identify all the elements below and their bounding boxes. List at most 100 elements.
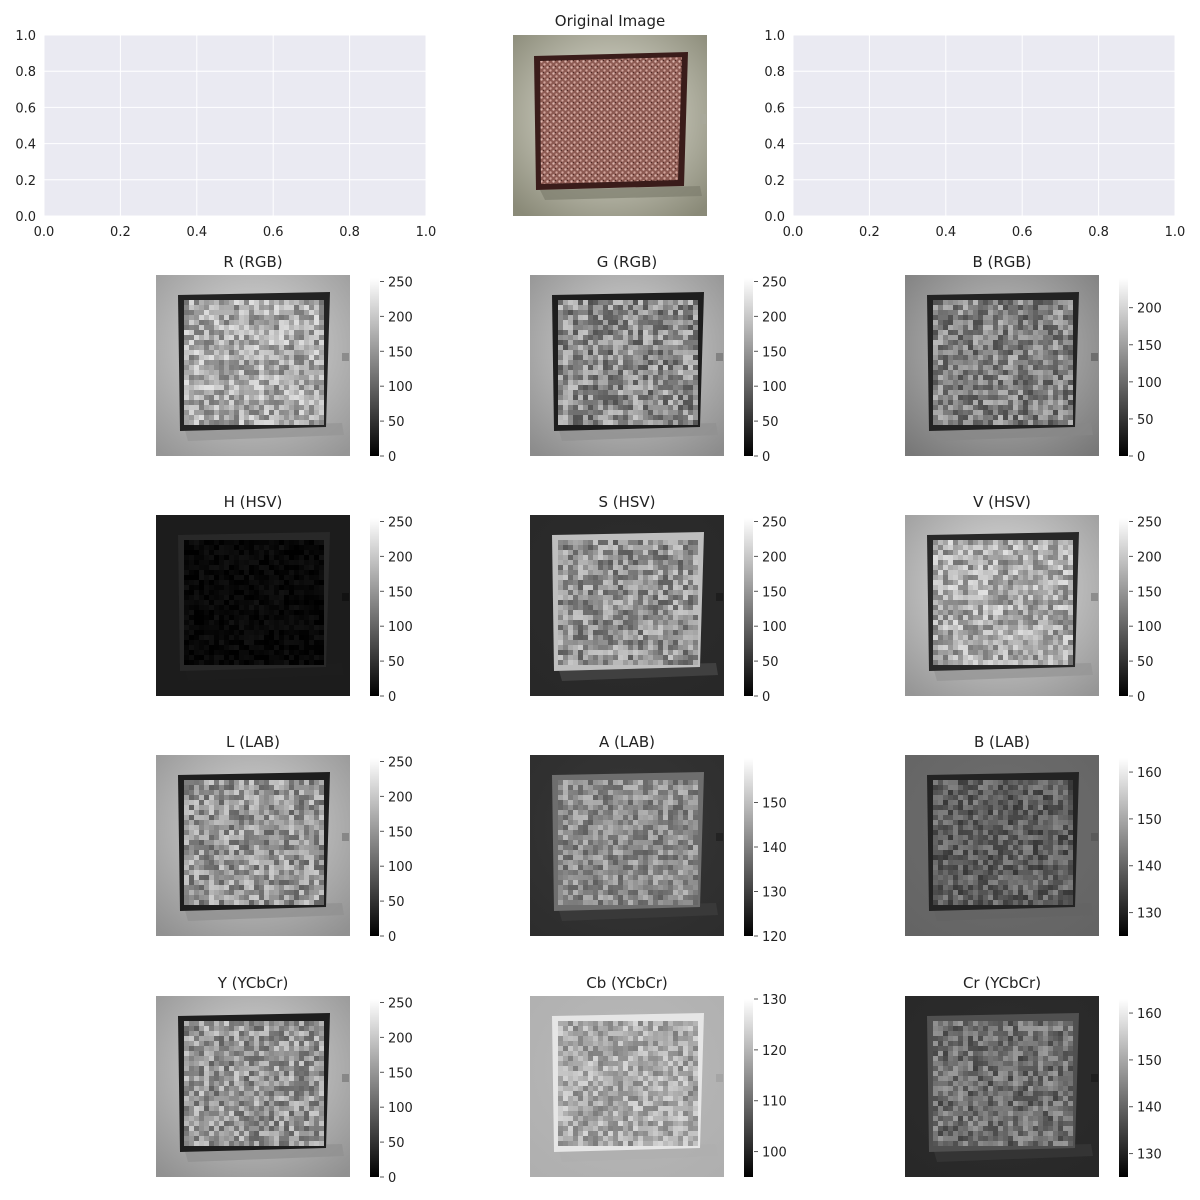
colorbar-tick-label: 50 [762, 415, 779, 430]
colorbar: 0 50 100 150 200 250 [370, 755, 413, 945]
colorbar-tick-label: 150 [762, 345, 787, 360]
channel-title: A (LAB) [599, 733, 655, 751]
colorbar-tick-label: 100 [762, 380, 787, 395]
channel-image-switch [342, 593, 349, 601]
y-tick-label: 0.4 [15, 138, 36, 153]
channel-title: H (HSV) [224, 493, 283, 511]
y-tick-label: 0.0 [764, 210, 785, 225]
colorbar-tick-label: 50 [388, 1136, 405, 1151]
channel-image-switch [1091, 833, 1098, 841]
colorbar-gradient [370, 278, 379, 456]
x-tick-label: 0.4 [935, 225, 956, 240]
axes-grid [43, 34, 427, 217]
channel-image-field [558, 300, 698, 425]
channel-title: Cb (YCbCr) [586, 974, 667, 992]
colorbar-tick-label: 160 [1137, 766, 1162, 781]
colorbar-gradient [370, 518, 379, 696]
y-tick-label: 0.8 [15, 65, 36, 80]
colorbar-gradient [1119, 758, 1128, 936]
channel-image-field [933, 780, 1073, 905]
colorbar-tick-label: 120 [762, 1044, 787, 1059]
colorbar-tick-label: 120 [762, 930, 787, 945]
colorbar-gradient [1119, 518, 1128, 696]
colorbar-tick-label: 100 [1137, 376, 1162, 391]
y-tick-label: 0.2 [764, 174, 785, 189]
colorbar-tick-label: 100 [762, 1146, 787, 1161]
colorbar-tick-label: 130 [1137, 907, 1162, 922]
colorbar-tick-label: 150 [1137, 813, 1162, 828]
x-ticks: 0.0 0.2 0.4 0.6 0.8 1.0 [34, 225, 437, 240]
colorbar: 0 50 100 150 200 250 [744, 515, 787, 705]
colorbar: 0 50 100 150 200 250 [370, 275, 413, 465]
colorbar-tick-label: 150 [762, 585, 787, 600]
colorbar-tick-label: 150 [388, 585, 413, 600]
colorbar-tick-label: 100 [388, 620, 413, 635]
colorbar-gradient [744, 758, 753, 936]
colorbar-tick-label: 100 [1137, 620, 1162, 635]
x-tick-label: 0.8 [339, 225, 360, 240]
original-image-title: Original Image [555, 12, 665, 30]
colorbar-tick-label: 250 [388, 996, 413, 1011]
colorbar-tick-label: 0 [388, 690, 396, 705]
colorbar-tick-label: 250 [762, 275, 787, 290]
channel-image-field [558, 780, 698, 905]
colorbar-tick-label: 200 [388, 310, 413, 325]
x-tick-label: 1.0 [416, 225, 437, 240]
y-tick-label: 0.8 [764, 65, 785, 80]
empty-axes-right: 0.0 0.2 0.4 0.6 0.8 1.0 0.0 0.2 0.4 0.6 0.8 1.0 [764, 29, 1185, 240]
x-tick-label: 0.6 [263, 225, 284, 240]
colorbar-tick-label: 140 [1137, 1101, 1162, 1116]
x-ticks: 0.0 0.2 0.4 0.6 0.8 1.0 [783, 225, 1186, 240]
y-ticks: 0.0 0.2 0.4 0.6 0.8 1.0 [764, 29, 785, 225]
colorbar-tick-label: 160 [1137, 1007, 1162, 1022]
x-tick-label: 0.0 [34, 225, 55, 240]
channel-panel: B (LAB) 130 140 150 160 [905, 733, 1162, 936]
colorbar-gradient [744, 999, 753, 1177]
channel-image-field [558, 540, 698, 665]
colorbar-tick-label: 200 [1137, 550, 1162, 565]
colorbar-gradient [744, 518, 753, 696]
colorbar-tick-label: 0 [762, 690, 770, 705]
x-tick-label: 0.4 [186, 225, 207, 240]
colorbar-tick-label: 200 [388, 1031, 413, 1046]
channel-panel: H (HSV) 0 50 100 150 200 250 [156, 493, 413, 705]
colorbar-gradient [370, 999, 379, 1177]
channel-image-field [184, 540, 324, 665]
colorbar-tick-label: 0 [388, 930, 396, 945]
colorbar-tick-label: 0 [1137, 690, 1145, 705]
channel-image-field [558, 1021, 698, 1146]
x-tick-label: 0.6 [1012, 225, 1033, 240]
x-tick-label: 0.2 [110, 225, 131, 240]
channel-panel: A (LAB) 120 130 140 150 [530, 733, 787, 945]
colorbar-tick-label: 50 [388, 415, 405, 430]
original-image-light-switch [700, 114, 706, 124]
channel-image-switch [716, 353, 723, 361]
colorbar-tick-label: 0 [388, 450, 396, 465]
original-image-textile [540, 57, 682, 184]
colorbar: 130 140 150 160 [1119, 999, 1162, 1177]
channel-title: S (HSV) [598, 493, 655, 511]
colorbar: 100 110 120 130 [744, 993, 787, 1177]
colorbar-tick-label: 0 [1137, 450, 1145, 465]
channel-image-switch [1091, 593, 1098, 601]
empty-axes-left: 0.0 0.2 0.4 0.6 0.8 1.0 0.0 0.2 0.4 0.6 0.8 1.0 [15, 29, 436, 240]
axes-background [44, 35, 426, 216]
colorbar-tick-label: 150 [388, 345, 413, 360]
colorbar-tick-label: 50 [388, 895, 405, 910]
colorbar-tick-label: 150 [388, 1066, 413, 1081]
colorbar-tick-label: 0 [388, 1171, 396, 1186]
colorbar: 130 140 150 160 [1119, 758, 1162, 936]
colorbar-tick-label: 140 [1137, 860, 1162, 875]
channel-panel: Y (YCbCr) 0 50 100 150 200 250 [156, 974, 413, 1186]
colorbar-tick-label: 0 [762, 450, 770, 465]
colorbar-tick-label: 150 [762, 797, 787, 812]
x-tick-label: 0.8 [1088, 225, 1109, 240]
channel-image-switch [342, 353, 349, 361]
channel-title: Y (YCbCr) [217, 974, 289, 992]
y-tick-label: 0.4 [764, 138, 785, 153]
channel-panel: Cb (YCbCr) 100 110 120 130 [530, 974, 787, 1177]
colorbar: 0 50 100 150 200 250 [1119, 515, 1162, 705]
channel-title: B (LAB) [974, 733, 1030, 751]
colorbar-tick-label: 150 [388, 825, 413, 840]
